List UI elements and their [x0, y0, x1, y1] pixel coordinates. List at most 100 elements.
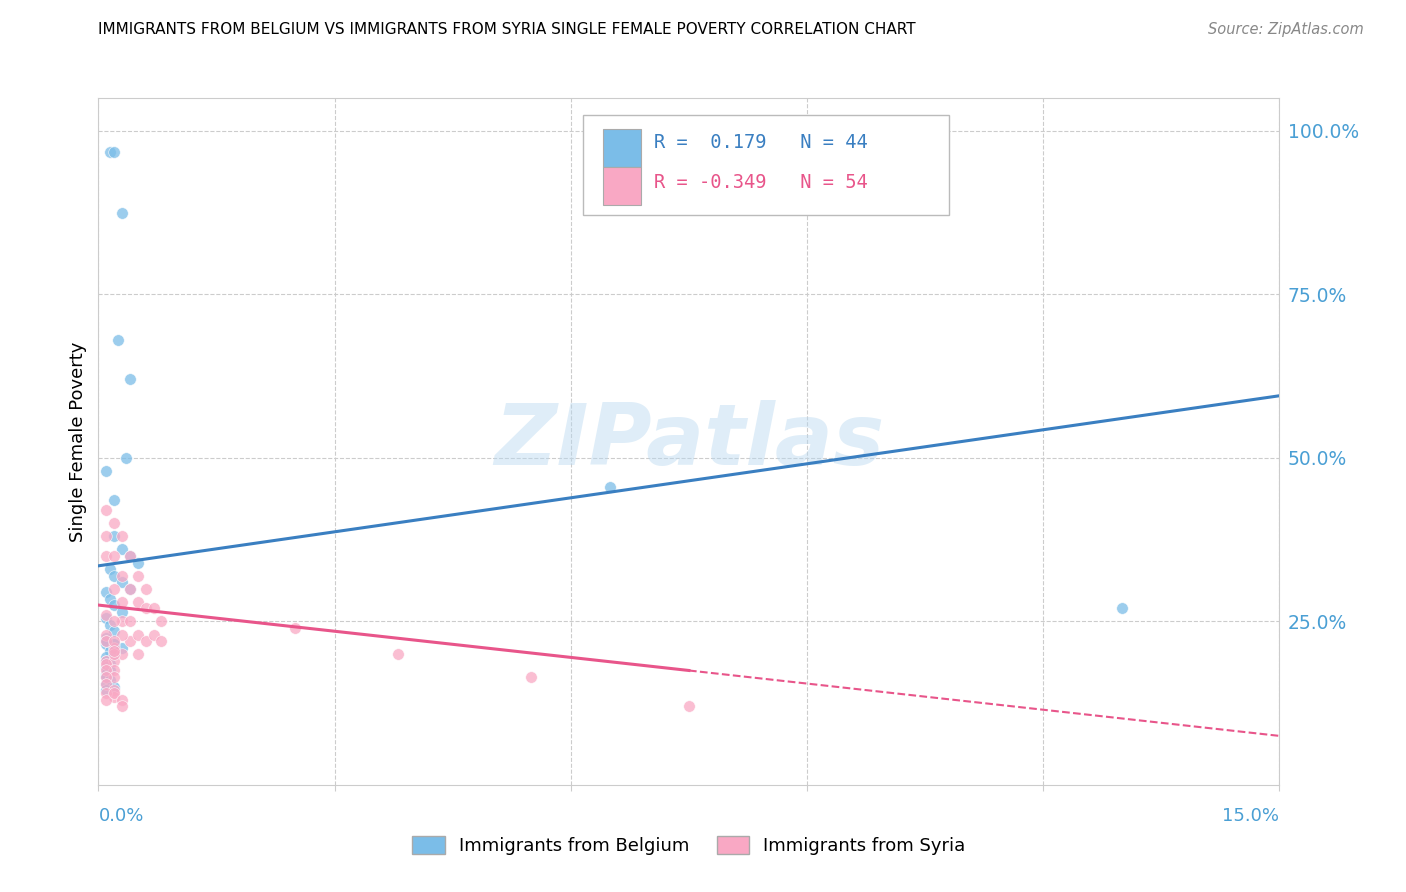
Point: [142, 601, 165, 615]
Point: [284, 621, 307, 635]
Point: [111, 542, 134, 557]
Point: [103, 529, 125, 543]
Point: [96, 650, 118, 665]
Point: [96, 664, 118, 678]
Bar: [603, 129, 641, 167]
Point: [127, 568, 149, 582]
Text: R = -0.349   N = 54: R = -0.349 N = 54: [654, 173, 868, 192]
Point: [96, 464, 118, 478]
Point: [103, 598, 125, 612]
Point: [96, 529, 118, 543]
Point: [118, 582, 141, 596]
Point: [118, 582, 141, 596]
Point: [127, 627, 149, 641]
Legend: Immigrants from Belgium, Immigrants from Syria: Immigrants from Belgium, Immigrants from…: [412, 836, 966, 855]
Point: [98, 145, 121, 159]
Point: [103, 493, 125, 508]
Point: [103, 145, 125, 159]
Point: [98, 673, 121, 688]
Text: ZIPatlas: ZIPatlas: [494, 400, 884, 483]
Point: [103, 647, 125, 661]
Point: [599, 480, 621, 494]
Point: [387, 647, 409, 661]
Point: [103, 680, 125, 694]
Point: [96, 670, 118, 684]
Point: [142, 627, 165, 641]
Point: [115, 450, 138, 465]
Point: [678, 699, 700, 714]
Point: [103, 637, 125, 651]
Point: [103, 582, 125, 596]
FancyBboxPatch shape: [582, 115, 949, 215]
Point: [520, 670, 543, 684]
Point: [127, 647, 149, 661]
Point: [135, 601, 157, 615]
Point: [118, 549, 141, 563]
Point: [98, 644, 121, 658]
Point: [96, 657, 118, 671]
Point: [98, 657, 121, 671]
Point: [103, 654, 125, 668]
Point: [111, 640, 134, 655]
Bar: [603, 167, 641, 204]
Point: [96, 686, 118, 700]
Point: [103, 549, 125, 563]
Point: [96, 676, 118, 690]
Point: [103, 634, 125, 648]
Point: [103, 686, 125, 700]
Point: [111, 693, 134, 707]
Point: [103, 644, 125, 658]
Point: [111, 627, 134, 641]
Point: [103, 624, 125, 639]
Point: [96, 637, 118, 651]
Point: [96, 634, 118, 648]
Point: [111, 605, 134, 619]
Point: [96, 654, 118, 668]
Point: [103, 683, 125, 698]
Point: [111, 568, 134, 582]
Point: [111, 699, 134, 714]
Point: [103, 615, 125, 629]
Point: [98, 562, 121, 576]
Point: [103, 647, 125, 661]
Point: [103, 670, 125, 684]
Point: [111, 647, 134, 661]
Point: [150, 615, 173, 629]
Point: [1111, 601, 1133, 615]
Text: 15.0%: 15.0%: [1222, 807, 1279, 825]
Point: [96, 503, 118, 517]
Point: [96, 654, 118, 668]
Y-axis label: Single Female Poverty: Single Female Poverty: [69, 342, 87, 541]
Point: [96, 627, 118, 641]
Point: [98, 617, 121, 632]
Point: [98, 591, 121, 606]
Point: [118, 372, 141, 386]
Point: [96, 607, 118, 622]
Point: [103, 640, 125, 655]
Point: [98, 664, 121, 678]
Point: [135, 634, 157, 648]
Point: [111, 615, 134, 629]
Text: Source: ZipAtlas.com: Source: ZipAtlas.com: [1208, 22, 1364, 37]
Point: [127, 556, 149, 570]
Point: [96, 660, 118, 674]
Point: [103, 664, 125, 678]
Point: [103, 637, 125, 651]
Point: [96, 631, 118, 645]
Point: [96, 549, 118, 563]
Point: [118, 634, 141, 648]
Text: IMMIGRANTS FROM BELGIUM VS IMMIGRANTS FROM SYRIA SINGLE FEMALE POVERTY CORRELATI: IMMIGRANTS FROM BELGIUM VS IMMIGRANTS FR…: [98, 22, 917, 37]
Point: [118, 549, 141, 563]
Point: [96, 683, 118, 698]
Point: [96, 585, 118, 599]
Text: R =  0.179   N = 44: R = 0.179 N = 44: [654, 133, 868, 153]
Text: 0.0%: 0.0%: [98, 807, 143, 825]
Point: [103, 690, 125, 704]
Point: [135, 582, 157, 596]
Point: [111, 575, 134, 590]
Point: [96, 693, 118, 707]
Point: [107, 333, 129, 347]
Point: [111, 529, 134, 543]
Point: [96, 676, 118, 690]
Point: [111, 205, 134, 219]
